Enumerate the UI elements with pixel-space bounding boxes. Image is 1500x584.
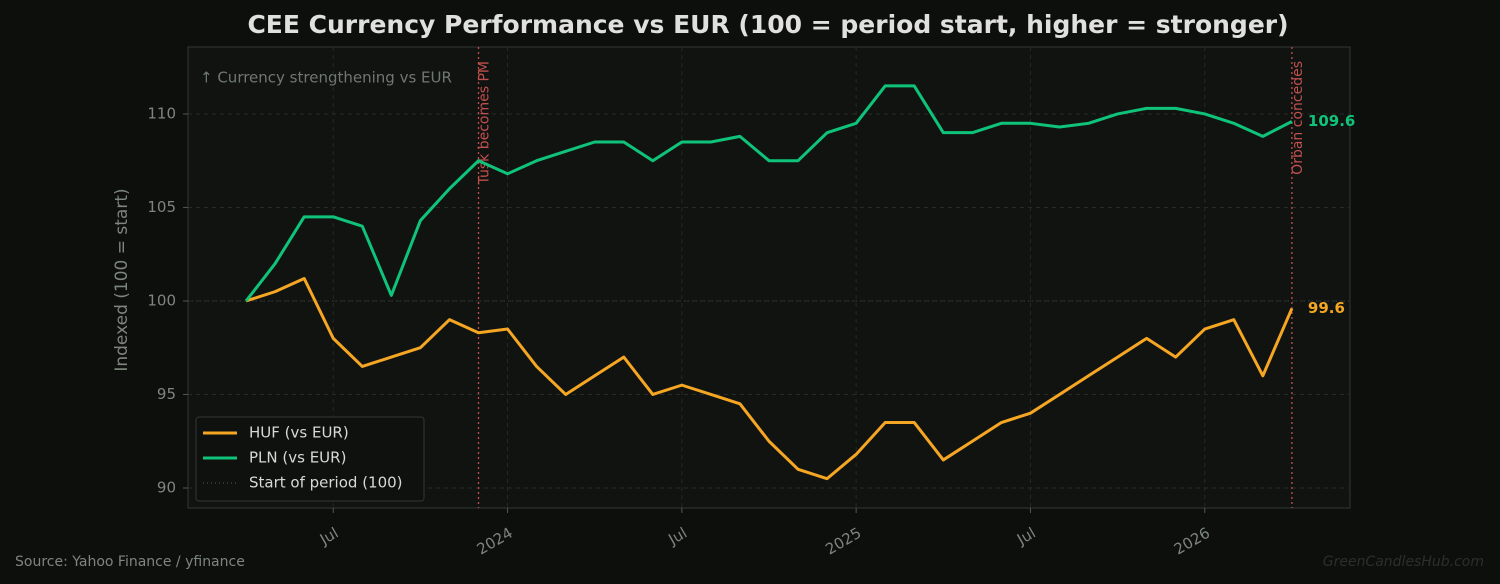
y-tick-label: 100 [147, 291, 176, 309]
source: Source: Yahoo Finance / yfinance [15, 554, 245, 570]
y-tick-label: 95 [157, 385, 176, 403]
legend-label: PLN (vs EUR) [249, 449, 346, 467]
note: ↑ Currency strengthening vs EUR [200, 69, 452, 87]
chart-title: CEE Currency Performance vs EUR (100 = p… [247, 10, 1288, 39]
y-axis-label: Indexed (100 = start) [112, 188, 132, 371]
legend-box [195, 416, 425, 502]
legend-label: HUF (vs EUR) [249, 424, 349, 442]
series-line [245, 277, 1294, 481]
y-tick-label: 110 [147, 104, 176, 122]
end-label: 99.6 [1308, 299, 1345, 317]
y-tick-label: 105 [147, 198, 176, 216]
legend: HUF (vs EUR) PLN (vs EUR) Start of period … [195, 416, 425, 502]
watermark: GreenCandlesHub.com [1323, 554, 1484, 570]
legend-label: Start of period (100) [249, 474, 403, 492]
annotation-label: Orban concedes [1290, 61, 1306, 175]
end-label: 109.6 [1308, 112, 1355, 130]
series-line [244, 84, 1293, 302]
y-tick-label: 90 [157, 478, 176, 496]
annotation-label: Tusk becomes PM [477, 61, 493, 185]
